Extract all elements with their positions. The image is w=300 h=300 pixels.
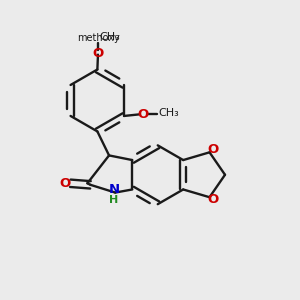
Text: O: O <box>208 143 219 156</box>
Text: CH₃: CH₃ <box>158 109 179 118</box>
Text: H: H <box>110 195 118 205</box>
Text: CH₃: CH₃ <box>100 32 120 42</box>
Text: methoxy: methoxy <box>77 33 120 43</box>
Text: N: N <box>108 183 120 196</box>
Text: O: O <box>59 177 70 190</box>
Text: O: O <box>137 108 148 121</box>
Text: O: O <box>92 46 104 60</box>
Text: O: O <box>208 193 219 206</box>
